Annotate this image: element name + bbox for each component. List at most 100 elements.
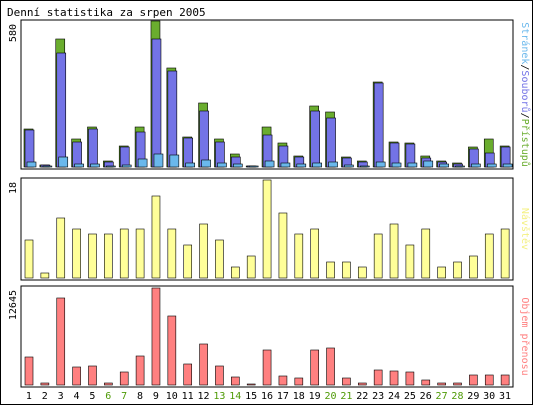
bar-stranek bbox=[42, 165, 53, 168]
day-tick-label: 29 bbox=[467, 391, 479, 402]
bar-middle bbox=[294, 233, 304, 279]
day-tick-label: 17 bbox=[277, 391, 289, 402]
chart-title: Denní statistika za srpen 2005 bbox=[7, 6, 206, 19]
bar-souboru bbox=[183, 137, 194, 168]
bar-middle bbox=[278, 212, 288, 279]
bar-middle bbox=[104, 233, 113, 279]
chart-panels: 580 Stránek/Souborů/Přístupů18Návštěv1264… bbox=[8, 19, 531, 388]
bar-bottom bbox=[469, 374, 478, 386]
bar-middle bbox=[72, 228, 81, 279]
bar-stranek bbox=[502, 163, 513, 168]
bar-stranek bbox=[121, 164, 132, 168]
bar-stranek bbox=[407, 162, 418, 168]
day-tick-label: 23 bbox=[372, 391, 384, 402]
bar-middle bbox=[310, 228, 319, 279]
bar-stranek bbox=[328, 161, 338, 168]
bar-bottom bbox=[326, 347, 335, 386]
panel-bottom: 12645 Objem přenosu bbox=[8, 285, 531, 388]
bar-middle bbox=[500, 228, 510, 279]
bar-stranek bbox=[26, 161, 37, 168]
bar-middle bbox=[167, 228, 177, 279]
bar-stranek bbox=[58, 156, 69, 168]
bar-souboru bbox=[373, 82, 384, 168]
bar-stranek bbox=[280, 162, 291, 168]
day-tick-label: 19 bbox=[309, 391, 321, 402]
bar-bottom bbox=[421, 379, 431, 386]
bar-stranek bbox=[248, 165, 259, 168]
bar-souboru bbox=[119, 146, 130, 168]
y-max-label: 580 bbox=[8, 24, 19, 42]
bar-middle bbox=[357, 266, 367, 279]
bar-stranek bbox=[74, 163, 84, 168]
day-tick-label: 12 bbox=[197, 391, 209, 402]
day-tick-label: 3 bbox=[58, 391, 64, 402]
series-side-label-part: Přístupů bbox=[519, 119, 531, 167]
day-tick-label: 9 bbox=[153, 391, 159, 402]
bar-middle bbox=[437, 266, 446, 279]
bar-bottom bbox=[278, 375, 288, 386]
bar-stranek bbox=[312, 162, 322, 168]
day-tick-label: 27 bbox=[436, 391, 448, 402]
y-max-label: 18 bbox=[8, 182, 19, 194]
bar-bottom bbox=[231, 376, 240, 386]
bar-bottom bbox=[167, 315, 177, 386]
bar-stranek bbox=[359, 165, 370, 168]
bar-bottom bbox=[437, 382, 446, 386]
bar-middle bbox=[88, 233, 97, 279]
bar-souboru bbox=[199, 110, 209, 168]
series-side-label-part: Stránek bbox=[519, 22, 531, 64]
bar-bottom bbox=[373, 369, 383, 386]
y-max-label: 12645 bbox=[8, 290, 19, 320]
day-tick-label: 26 bbox=[420, 391, 432, 402]
bar-stranek bbox=[486, 163, 497, 168]
bar-stranek bbox=[423, 160, 434, 168]
day-tick-label: 2 bbox=[42, 391, 48, 402]
bar-stranek bbox=[201, 159, 211, 168]
day-tick-label: 16 bbox=[261, 391, 273, 402]
bar-bottom bbox=[24, 356, 34, 386]
day-tick-label: 6 bbox=[105, 391, 111, 402]
bar-middle bbox=[484, 233, 494, 279]
bar-stranek bbox=[375, 161, 386, 168]
bar-bottom bbox=[453, 382, 462, 386]
bar-middle bbox=[469, 255, 478, 279]
bar-souboru bbox=[56, 52, 67, 168]
bar-stranek bbox=[439, 163, 449, 168]
bar-middle bbox=[199, 223, 208, 279]
day-tick-label: 24 bbox=[388, 391, 400, 402]
bar-middle bbox=[215, 239, 224, 279]
bar-bottom bbox=[215, 365, 224, 386]
day-tick-label: 13 bbox=[213, 391, 225, 402]
bar-souboru bbox=[151, 38, 162, 168]
bar-bottom bbox=[389, 370, 399, 386]
bar-bottom bbox=[484, 374, 494, 386]
bar-bottom bbox=[199, 343, 208, 386]
bar-middle bbox=[40, 272, 50, 279]
series-side-label-part: / bbox=[519, 113, 530, 119]
panel-top: 580 Stránek/Souborů/Přístupů bbox=[8, 19, 531, 170]
bar-bottom bbox=[88, 365, 97, 386]
bar-bottom bbox=[72, 366, 81, 386]
bar-bottom bbox=[40, 382, 50, 386]
series-side-label-part: Objem přenosu bbox=[519, 297, 531, 375]
day-tick-label: 10 bbox=[166, 391, 178, 402]
bar-stranek bbox=[296, 163, 307, 168]
series-side-label: Stránek/Souborů/Přístupů bbox=[519, 22, 531, 167]
bar-stranek bbox=[233, 163, 243, 168]
bar-souboru bbox=[326, 117, 336, 168]
bar-souboru bbox=[167, 70, 178, 168]
bar-middle bbox=[183, 244, 193, 279]
bar-bottom bbox=[246, 383, 256, 386]
bar-bottom bbox=[119, 371, 129, 386]
bar-bottom bbox=[56, 297, 66, 386]
bar-stranek bbox=[106, 165, 116, 168]
bar-bottom bbox=[342, 377, 351, 386]
day-tick-label: 25 bbox=[404, 391, 416, 402]
bar-stranek bbox=[455, 165, 465, 168]
bar-stranek bbox=[264, 160, 275, 168]
series-side-label-part: / bbox=[519, 64, 530, 70]
bar-middle bbox=[151, 195, 161, 279]
bar-stranek bbox=[137, 158, 148, 168]
bar-stranek bbox=[344, 164, 354, 168]
bar-bottom bbox=[357, 382, 367, 386]
